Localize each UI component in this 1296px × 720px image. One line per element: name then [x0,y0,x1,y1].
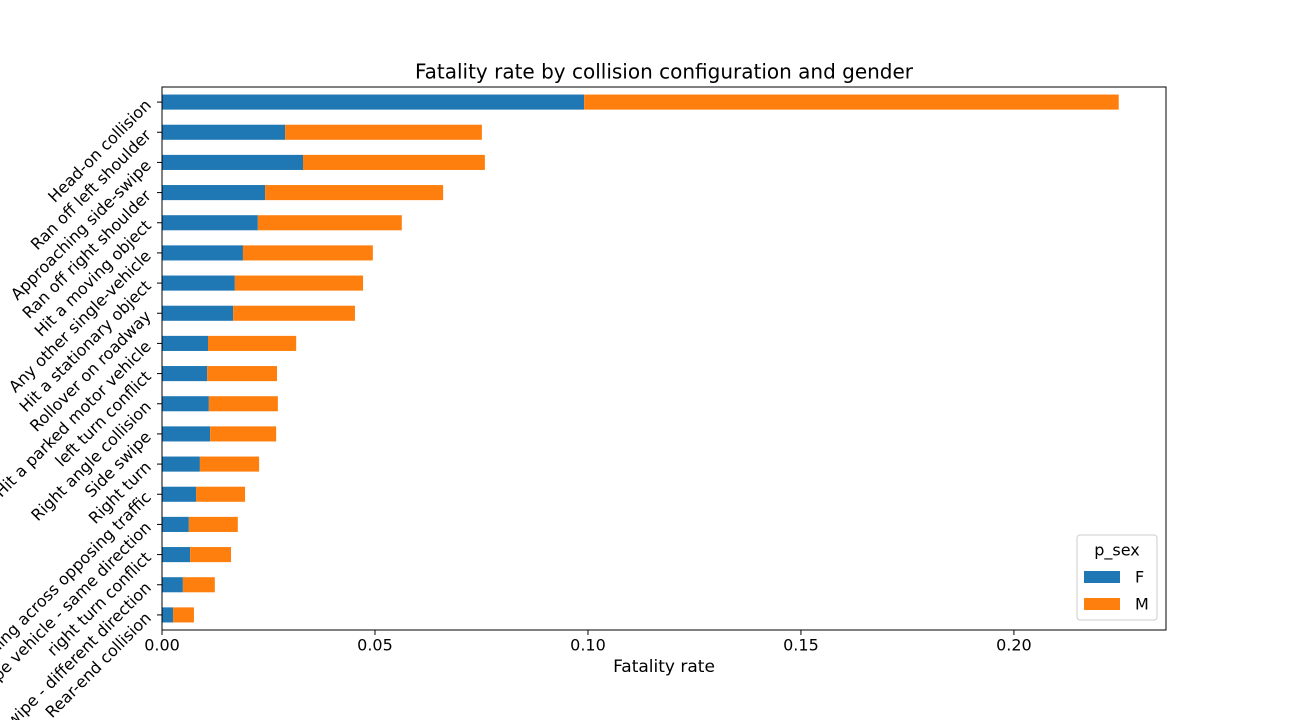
bar-segment [233,305,355,321]
bar-segment [302,154,485,170]
x-tick-label: 0.15 [783,636,819,655]
bar-segment [162,486,197,502]
bar-segment [257,215,402,231]
bar-segment [162,245,243,261]
bar-segment [199,456,260,472]
bar-segment [207,366,278,382]
bar-segment [162,547,191,563]
x-tick-label: 0.05 [357,636,393,655]
legend: p_sex FM [1076,534,1158,621]
x-tick-label: 0.00 [144,636,180,655]
bar-segment [208,335,297,351]
bar-segment [162,215,258,231]
legend-label: F [1135,568,1144,587]
x-axis-label: Fatality rate [613,657,715,677]
bar-segment [162,366,208,382]
bar-segment [285,124,482,140]
bar-segment [242,245,373,261]
bar-segment [584,94,1119,110]
bar-segment [162,335,209,351]
bar-segment [162,516,189,532]
bar-segment [162,154,303,170]
bar-segment [162,185,266,201]
x-tick-label: 0.10 [570,636,606,655]
bar-segment [188,516,238,532]
bar-segment [265,185,444,201]
bar-segment [210,426,277,442]
bar-segment [162,456,200,472]
legend-label: M [1135,595,1149,614]
bar-segment [162,94,585,110]
legend-swatch [1084,571,1120,583]
bar-segment [162,305,234,321]
bar-segment [162,426,211,442]
x-tick-label: 0.20 [996,636,1032,655]
chart-title: Fatality rate by collision configuration… [415,60,914,84]
bar-segment [182,577,215,593]
legend-title: p_sex [1094,541,1140,561]
bar-segment [162,607,174,623]
bar-segment [162,396,209,412]
bar-segment [190,547,232,563]
bar-segment [162,275,235,291]
plot-frame [161,86,1167,631]
bar-segment [196,486,246,502]
bar-segment [234,275,364,291]
bar-segment [208,396,278,412]
bar-segment [173,607,194,623]
bar-segment [162,577,183,593]
bar-segment [162,124,286,140]
legend-swatch [1084,598,1120,610]
